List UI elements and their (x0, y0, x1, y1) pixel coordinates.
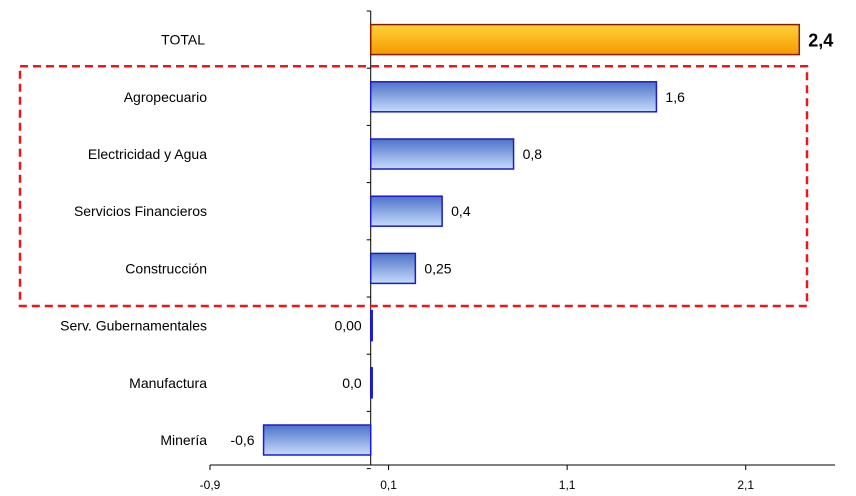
bar (369, 252, 417, 285)
data-label: 0,4 (451, 203, 471, 219)
data-label: -0,6 (230, 432, 254, 448)
bar (369, 81, 658, 113)
category-label: Serv. Gubernamentales (60, 318, 207, 334)
category-label: TOTAL (161, 32, 205, 48)
data-label: 0,0 (342, 375, 362, 391)
bar-total (369, 23, 801, 56)
category-label: Agropecuario (124, 89, 207, 105)
x-tick-label: 1,1 (559, 478, 576, 492)
bar (369, 309, 373, 342)
bar (369, 195, 443, 227)
data-label: 0,25 (424, 260, 451, 276)
bar (369, 367, 373, 399)
data-label: 2,4 (808, 31, 833, 51)
x-tick-label: 2,1 (737, 478, 754, 492)
highlight-dashed-box (18, 64, 809, 308)
category-label: Manufactura (129, 375, 207, 391)
x-tick-label: 0,1 (380, 478, 397, 492)
highlight-box-layer (18, 64, 809, 308)
bar (369, 138, 515, 170)
data-label: 1,6 (665, 89, 685, 105)
category-label: Minería (160, 432, 207, 448)
bars (262, 23, 801, 456)
category-label: Servicios Financieros (74, 203, 207, 219)
data-label: 0,00 (334, 318, 361, 334)
category-label: Electricidad y Agua (88, 146, 207, 162)
bar (262, 424, 372, 456)
labels: TOTAL 2,4 Agropecuario 1,6 Electricidad y Ag… (60, 31, 833, 448)
data-label: 0,8 (523, 146, 543, 162)
x-tick-label: -0,9 (200, 478, 221, 492)
category-label: Construcción (125, 260, 207, 276)
